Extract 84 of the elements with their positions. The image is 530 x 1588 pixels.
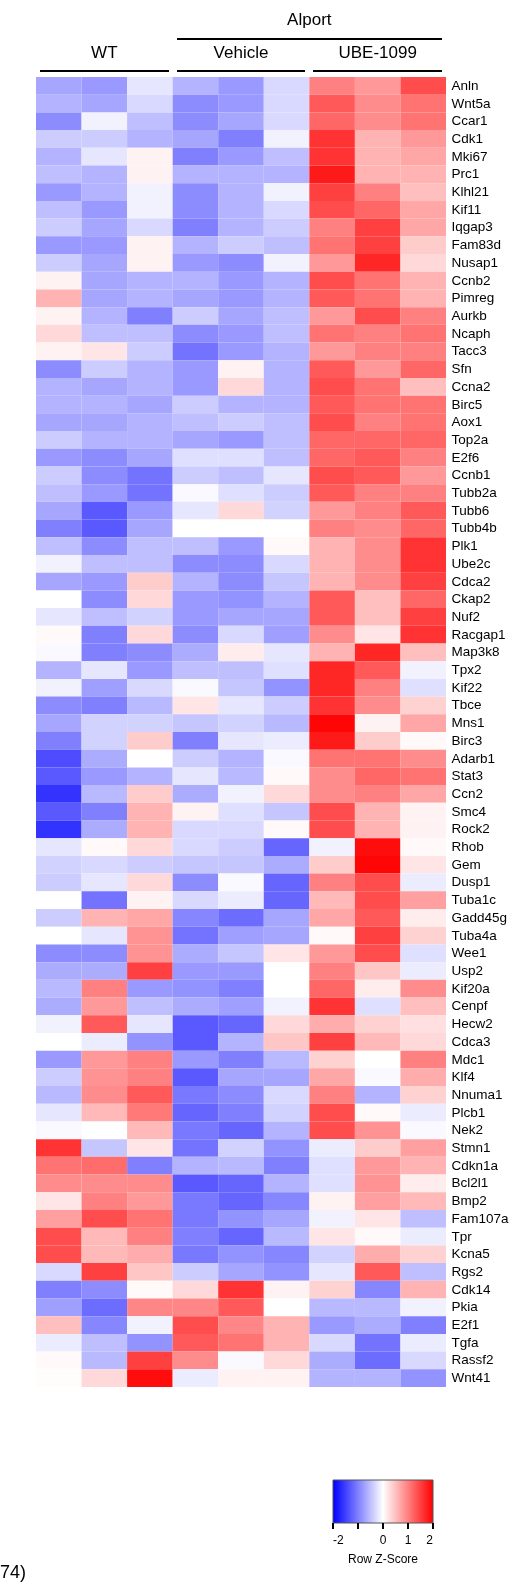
y-tick-label: Nusap1 — [451, 254, 499, 270]
y-tick-label: Tubb4b — [451, 520, 497, 536]
y-tick-label: Hecw2 — [451, 1016, 493, 1032]
y-tick-label: Prc1 — [451, 166, 480, 182]
y-tick-label: Dusp1 — [451, 874, 491, 890]
y-tick-label: Cdkn1a — [451, 1157, 499, 1173]
color-bar-label: 0 — [379, 1533, 387, 1547]
y-tick-label: Racgap1 — [451, 626, 506, 642]
y-tick-label: Ccna2 — [451, 378, 491, 394]
y-tick-label: Kcna5 — [451, 1246, 490, 1262]
y-tick-label: Ube2c — [451, 555, 491, 571]
y-tick-label: Kif22 — [451, 679, 483, 695]
y-tick-label: Map3k8 — [451, 644, 500, 660]
y-tick-label: E2f1 — [451, 1317, 480, 1333]
y-tick-label: Stmn1 — [451, 1140, 491, 1156]
y-tick-label: Kif20a — [451, 980, 491, 996]
y-tick-label: Cdca3 — [451, 1033, 491, 1049]
color-bar-label: 1 — [404, 1533, 412, 1547]
y-tick-label: Ckap2 — [451, 591, 491, 607]
y-tick-label: Fam107a — [451, 1210, 510, 1226]
y-tick-label: Tpr — [451, 1228, 473, 1244]
text: 74) — [0, 1562, 27, 1583]
y-tick-label: Stat3 — [451, 768, 484, 784]
y-tick-label: Anln — [451, 77, 479, 93]
y-tick-label: Rhob — [451, 839, 484, 855]
y-tick-label: Birc3 — [451, 732, 483, 748]
y-tick-label: Iqgap3 — [451, 219, 493, 235]
y-tick-label: Adarb1 — [451, 750, 496, 766]
y-tick-label: Tgfa — [451, 1334, 480, 1350]
y-tick-label: Cdk1 — [451, 130, 484, 146]
y-tick-label: Nek2 — [451, 1122, 484, 1138]
y-tick-label: Smc4 — [451, 803, 487, 819]
y-tick-label: Mki67 — [451, 148, 488, 164]
color-bar-label: -2 — [333, 1533, 344, 1547]
text: Vehicle — [213, 43, 269, 63]
y-tick-label: Tubb6 — [451, 502, 490, 518]
y-tick-label: Gadd45g — [451, 909, 508, 925]
y-tick-label: Bcl2l1 — [451, 1175, 489, 1191]
y-tick-label: Tacc3 — [451, 343, 487, 359]
y-tick-label: Bmp2 — [451, 1193, 487, 1209]
y-tick-label: Ccnb2 — [451, 272, 491, 288]
y-tick-label: Aurkb — [451, 307, 487, 323]
y-tick-label: Plcb1 — [451, 1104, 486, 1120]
color-bar-label: 2 — [426, 1533, 434, 1547]
y-tick-label: Cenpf — [451, 998, 488, 1014]
y-tick-label: Top2a — [451, 431, 489, 447]
y-tick-label: Rock2 — [451, 821, 490, 837]
y-tick-label: Rassf2 — [451, 1352, 494, 1368]
y-tick-label: Wnt5a — [451, 95, 492, 111]
y-tick-label: Gem — [451, 856, 481, 872]
text: WT — [91, 43, 118, 63]
y-tick-label: Klf4 — [451, 1069, 476, 1085]
y-tick-label: Wee1 — [451, 945, 487, 961]
y-tick-label: Nnuma1 — [451, 1086, 503, 1102]
y-tick-label: Rgs2 — [451, 1263, 484, 1279]
y-tick-label: Pimreg — [451, 290, 495, 306]
y-tick-label: Fam83d — [451, 237, 502, 253]
y-tick-label: Ncaph — [451, 325, 491, 341]
y-tick-label: Aox1 — [451, 414, 483, 430]
y-tick-label: Sfn — [451, 361, 472, 377]
text: Alport — [287, 10, 332, 30]
y-tick-label: Pkia — [451, 1299, 479, 1315]
y-tick-label: Birc5 — [451, 396, 483, 412]
y-tick-label: Ccn2 — [451, 785, 484, 801]
y-tick-label: Tbce — [451, 697, 482, 713]
y-tick-label: Mns1 — [451, 715, 485, 731]
y-tick-label: Ccnb1 — [451, 467, 491, 483]
y-tick-label: Klhl21 — [451, 184, 490, 200]
y-tick-label: Wnt41 — [451, 1370, 491, 1386]
color-bar-title: Row Z-Score — [347, 1552, 419, 1566]
y-tick-label: Mdc1 — [451, 1051, 485, 1067]
y-tick-label: Usp2 — [451, 962, 484, 978]
y-tick-label: Tubb2a — [451, 485, 498, 501]
y-tick-label: Tuba4a — [451, 927, 498, 943]
y-tick-label: Kif11 — [451, 201, 482, 217]
y-tick-label: Tpx2 — [451, 662, 482, 678]
y-tick-label: Cdca2 — [451, 573, 491, 589]
text: UBE-1099 — [338, 43, 417, 63]
y-tick-label: Ccar1 — [451, 113, 488, 129]
y-tick-label: E2f6 — [451, 449, 480, 465]
y-tick-label: Plk1 — [451, 538, 478, 554]
y-tick-label: Tuba1c — [451, 892, 497, 908]
y-tick-label: Cdk14 — [451, 1281, 492, 1297]
y-tick-label: Nuf2 — [451, 608, 481, 624]
